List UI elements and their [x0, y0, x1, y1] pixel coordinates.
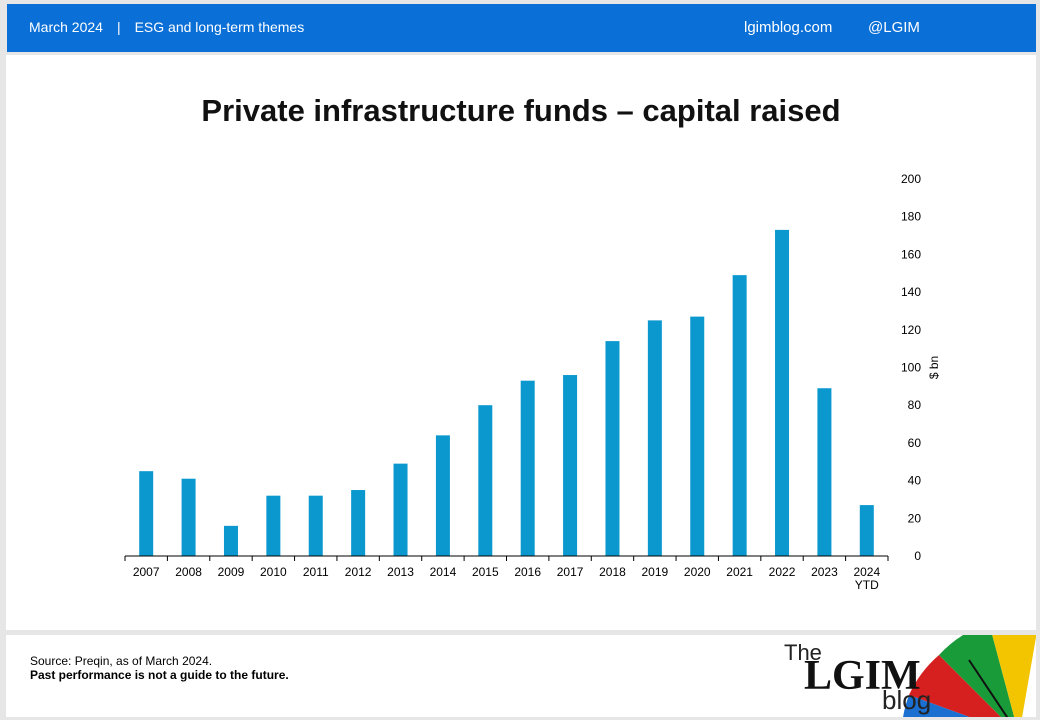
bar-15: [775, 229, 790, 556]
banner-section: ESG and long-term themes: [134, 19, 305, 35]
chart-panel: Private infrastructure funds – capital r…: [6, 55, 1036, 630]
x-tick-label: 2011: [303, 565, 329, 579]
y-tick-label: 80: [908, 398, 922, 412]
banner-separator: |: [116, 19, 121, 35]
y-axis-label: $ bn: [927, 356, 941, 379]
x-tick-label: 2019: [642, 565, 669, 579]
footer-panel: Source: Preqin, as of March 2024. Past p…: [6, 635, 1036, 717]
y-tick-label: 20: [908, 511, 922, 525]
x-tick-label: 2020: [684, 565, 711, 579]
banner-left: March 2024 | ESG and long-term themes: [29, 19, 304, 35]
x-tick-label: 2009: [218, 565, 245, 579]
y-tick-label: 140: [901, 285, 921, 299]
y-tick-label: 180: [901, 210, 921, 224]
x-tick-label: 2008: [175, 565, 202, 579]
site-link[interactable]: lgimblog.com: [744, 19, 833, 36]
y-tick-label: 40: [908, 474, 922, 488]
x-tick-label: 2010: [260, 565, 287, 579]
x-tick-label: 2007: [133, 565, 160, 579]
bar-4: [308, 495, 323, 556]
bar-7: [435, 435, 450, 556]
x-tick-label: 2014: [430, 565, 457, 579]
x-tick-label: 2013: [387, 565, 414, 579]
banner-date: March 2024: [29, 19, 103, 35]
bar-8: [478, 405, 493, 556]
lgim-blog-logo[interactable]: The LGIM blog: [776, 635, 1036, 717]
x-tick-label: 2021: [726, 565, 753, 579]
bar-16: [817, 388, 832, 556]
x-tick-label: 2018: [599, 565, 626, 579]
bar-13: [690, 316, 705, 556]
logo-lgim: LGIM: [804, 653, 921, 699]
bar-6: [393, 463, 408, 556]
bar-0: [139, 471, 154, 556]
x-tick-label: 2022: [769, 565, 796, 579]
x-tick-label: 2015: [472, 565, 499, 579]
top-banner: March 2024 | ESG and long-term themes lgim…: [7, 4, 1036, 52]
y-tick-label: 60: [908, 436, 922, 450]
bar-chart: 2007 2008 2009 2010 2011 2012 2013 2014 2015 2016…: [124, 172, 941, 592]
bar-9: [520, 380, 535, 556]
chart-title: Private infrastructure funds – capital r…: [201, 93, 841, 128]
x-tick-label: 2016: [514, 565, 541, 579]
bar-5: [351, 490, 366, 556]
y-tick-label: 100: [901, 361, 921, 375]
bar-11: [605, 341, 620, 556]
umbrella-icon: [903, 635, 1036, 717]
x-tick-label: 2023: [811, 565, 838, 579]
y-tick-label: 120: [901, 323, 921, 337]
bar-2: [223, 525, 238, 556]
bar-12: [647, 320, 662, 556]
twitter-handle-link[interactable]: @LGIM: [868, 19, 920, 36]
y-tick-label: 200: [901, 172, 921, 186]
y-tick-label: 0: [914, 549, 921, 563]
x-tick-label: 2017: [557, 565, 584, 579]
bar-17: [859, 505, 874, 556]
y-tick-label: 160: [901, 247, 921, 261]
logo-blog: blog: [882, 685, 932, 715]
source-note: Source: Preqin, as of March 2024.: [30, 654, 213, 668]
bar-3: [266, 495, 281, 556]
bar-1: [181, 478, 196, 556]
bar-10: [563, 375, 578, 556]
logo-the: The: [784, 640, 822, 665]
disclaimer-note: Past performance is not a guide to the f…: [30, 668, 289, 682]
x-tick-label: 2024 YTD: [853, 565, 880, 592]
bar-14: [732, 275, 747, 556]
x-tick-label: 2012: [345, 565, 372, 579]
